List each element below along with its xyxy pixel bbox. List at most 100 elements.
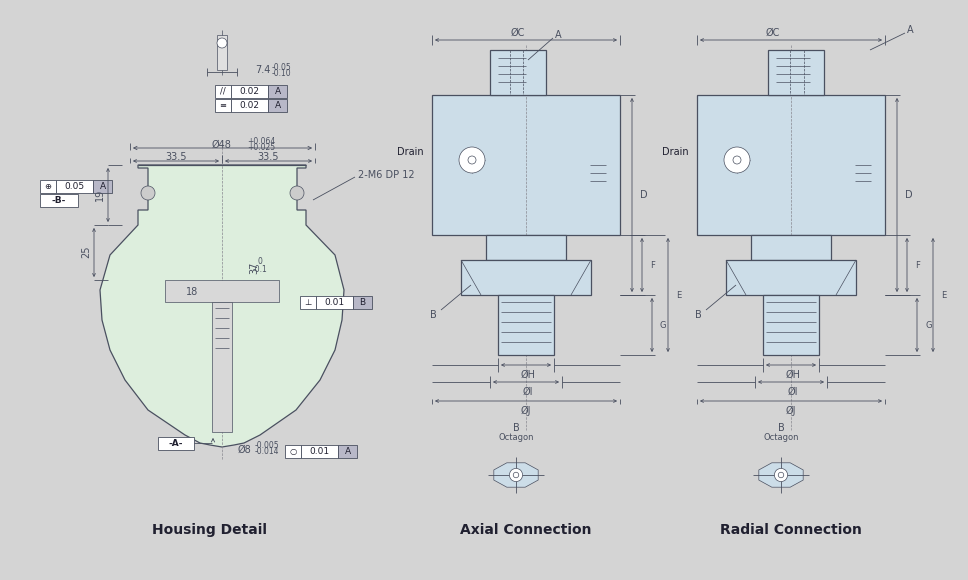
Text: B: B (513, 423, 520, 433)
Bar (490, 50, 546, 95)
Text: G: G (925, 321, 931, 329)
Text: Ø48: Ø48 (212, 140, 232, 150)
Text: ØC: ØC (511, 28, 526, 38)
Text: G: G (660, 321, 667, 329)
Text: ØH: ØH (521, 370, 535, 380)
Text: -0.005: -0.005 (255, 440, 280, 450)
Circle shape (509, 469, 523, 481)
Text: Drain: Drain (398, 147, 424, 157)
Bar (215, 99, 230, 112)
Text: A: A (275, 101, 281, 110)
Text: ØJ: ØJ (521, 406, 531, 416)
Text: -0.05: -0.05 (272, 63, 291, 71)
Text: 37: 37 (249, 262, 259, 274)
Text: A: A (555, 30, 561, 40)
Bar (158, 437, 194, 450)
Circle shape (217, 38, 227, 48)
Text: -0.10: -0.10 (272, 68, 291, 78)
Bar (268, 99, 287, 112)
Text: ≡: ≡ (220, 101, 227, 110)
Text: -0.014: -0.014 (255, 447, 280, 455)
Text: 18: 18 (186, 287, 198, 297)
Text: ØI: ØI (788, 387, 799, 397)
Bar (768, 50, 824, 95)
Text: ○: ○ (289, 447, 296, 456)
Text: ØJ: ØJ (786, 406, 797, 416)
Text: 0.01: 0.01 (310, 447, 330, 456)
Bar (40, 194, 78, 207)
Text: A: A (275, 87, 281, 96)
Bar (751, 235, 831, 260)
Text: 33.5: 33.5 (166, 152, 187, 162)
Circle shape (724, 147, 750, 173)
Text: //: // (220, 87, 226, 96)
Text: B: B (695, 310, 702, 320)
Circle shape (774, 469, 788, 481)
Text: Octagon: Octagon (763, 433, 799, 443)
Text: ØI: ØI (523, 387, 533, 397)
Bar (217, 35, 227, 70)
Circle shape (778, 472, 784, 478)
Bar (697, 95, 885, 235)
Text: +0.064: +0.064 (247, 136, 275, 146)
Text: A: A (907, 25, 914, 35)
Text: 25: 25 (81, 246, 91, 258)
Bar (301, 445, 338, 458)
Polygon shape (759, 463, 803, 487)
Text: B: B (430, 310, 437, 320)
Text: D: D (905, 190, 913, 200)
Bar (338, 445, 357, 458)
Text: +0.025: +0.025 (247, 143, 275, 151)
Text: 7.4: 7.4 (255, 65, 270, 75)
Text: -0.1: -0.1 (253, 266, 267, 274)
Bar (353, 296, 372, 309)
Text: ⊥: ⊥ (304, 298, 312, 307)
Text: Radial Connection: Radial Connection (720, 523, 862, 537)
Text: Ø8: Ø8 (238, 445, 252, 455)
Bar (285, 445, 301, 458)
Bar (215, 85, 230, 98)
Circle shape (459, 147, 485, 173)
Bar (56, 180, 93, 193)
Bar (230, 85, 268, 98)
Bar (268, 85, 287, 98)
Circle shape (290, 186, 304, 200)
Circle shape (141, 186, 155, 200)
Text: 19: 19 (95, 189, 105, 201)
Bar (300, 296, 316, 309)
Text: -B-: -B- (52, 196, 66, 205)
Bar (486, 235, 566, 260)
Text: ØH: ØH (785, 370, 801, 380)
Text: 0: 0 (257, 258, 262, 266)
Bar (726, 260, 856, 295)
Text: Housing Detail: Housing Detail (153, 523, 267, 537)
Bar (432, 95, 620, 235)
Bar (212, 302, 232, 432)
Bar (461, 260, 591, 295)
Text: B: B (359, 298, 366, 307)
Text: 0.02: 0.02 (239, 101, 259, 110)
Text: D: D (640, 190, 648, 200)
Text: -A-: -A- (168, 439, 183, 448)
Text: A: A (345, 447, 350, 456)
Circle shape (513, 472, 519, 478)
Text: E: E (676, 291, 681, 299)
Bar (93, 180, 112, 193)
Bar (316, 296, 353, 309)
Text: B: B (777, 423, 784, 433)
Bar (763, 295, 819, 355)
Bar (165, 280, 279, 302)
Text: Axial Connection: Axial Connection (460, 523, 591, 537)
Text: F: F (650, 260, 655, 270)
Text: 0.01: 0.01 (324, 298, 345, 307)
Bar (230, 99, 268, 112)
Text: Drain: Drain (662, 147, 689, 157)
Text: F: F (915, 260, 920, 270)
PathPatch shape (100, 165, 344, 447)
Text: 0.02: 0.02 (239, 87, 259, 96)
Text: ⊕: ⊕ (45, 182, 51, 191)
Text: Octagon: Octagon (499, 433, 533, 443)
Polygon shape (494, 463, 538, 487)
Text: 33.5: 33.5 (257, 152, 279, 162)
Text: A: A (100, 182, 106, 191)
